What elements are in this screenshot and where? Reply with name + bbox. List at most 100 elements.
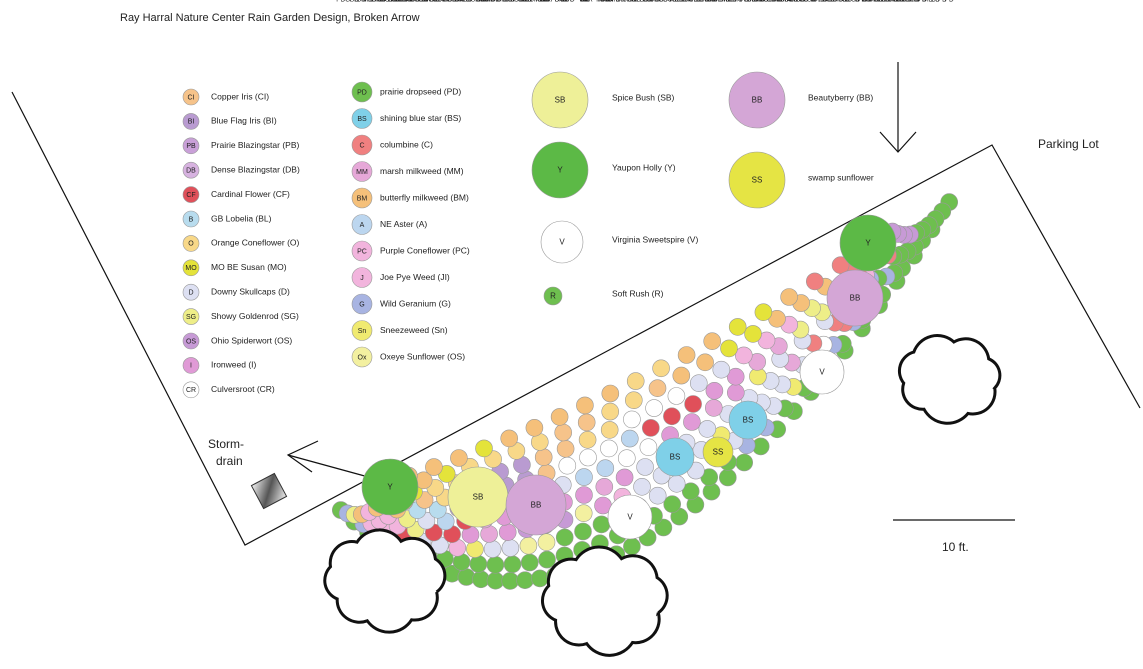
plant-code: V [559,238,565,247]
plant [713,361,730,378]
legend-label: Soft Rush (R) [612,288,664,298]
plant [551,408,568,425]
tree [542,547,667,655]
plant-code: OS [888,0,898,4]
plant-code: BS [670,453,681,462]
plant [706,382,723,399]
plant-code: C [812,0,817,4]
plant-code: O [514,0,519,4]
tree [325,530,445,632]
plant-code: Y [557,166,563,175]
plant-code: V [819,368,825,377]
plant [521,554,538,571]
plant-code: O [633,0,638,4]
legend-label: Orange Coneflower (O) [211,238,300,248]
plant-code: OS [862,0,872,4]
legend-label: Ironweed (I) [211,360,257,370]
plant-code: SG [186,314,196,321]
plant-code: C [855,0,860,4]
legend-label: Sneezeweed (Sn) [380,325,448,335]
plant [621,430,638,447]
plant-code: SB [473,493,484,502]
plant [642,419,659,436]
plant [576,487,593,504]
plant [627,373,644,390]
plant [501,430,518,447]
legend-label: MO BE Susan (MO) [211,262,287,272]
plant [685,396,702,413]
plant [699,420,716,437]
legend-label: Yaupon Holly (Y) [612,162,676,172]
plant-code: BM [429,0,439,4]
plant [593,516,610,533]
plant [653,360,670,377]
plant [555,424,572,441]
legend-label: Wild Geranium (G) [380,298,451,308]
plant-code: C [838,0,843,4]
plant-code: CR [186,387,196,394]
plant-code: BM [772,0,782,4]
legend-label: Downy Skullcaps (D) [211,286,290,296]
plant [557,440,574,457]
plant-code: BM [580,0,590,4]
plant [697,354,714,371]
plant-code: SS [713,448,724,457]
plant [668,475,685,492]
plant-code: BM [784,0,794,4]
plant-code: Y [865,239,871,248]
plant [623,538,640,555]
plant-code: CF [186,192,195,199]
plant [668,388,685,405]
plant-code: Ox [358,354,367,361]
plant [646,400,663,417]
plant [601,421,618,438]
plant-code: BB [752,96,763,105]
plant [616,469,633,486]
legend-label: Blue Flag Iris (BI) [211,116,277,126]
garden-diagram: Ray Harral Nature Center Rain Garden Des… [0,0,1143,669]
plant-code: I [190,363,192,370]
plant [640,439,657,456]
plant-code: BM [605,0,615,4]
legend-label: Copper Iris (CI) [211,91,269,101]
legend-label: Oxeye Sunflower (OS) [380,351,465,361]
plant [578,414,595,431]
plant [600,440,617,457]
plant-code: BI [188,119,195,126]
plant-code: PD [357,89,367,96]
storm-drain-label: Storm- [208,437,244,451]
plant [755,304,772,321]
plant-code: G [359,301,364,308]
plant-code: BB [850,294,861,303]
storm-drain-label: drain [216,454,243,468]
plant [535,449,552,466]
plant [806,273,823,290]
legend-label: columbine (C) [380,139,433,149]
plant [625,392,642,409]
plant [623,411,640,428]
plant-code: C [847,0,852,4]
plant [484,541,501,558]
plant [649,487,666,504]
plant-code: BM [419,0,429,4]
plant [704,333,721,350]
legend-label: prairie dropseed (PD) [380,86,461,96]
plant-code: D [188,290,193,297]
plant [729,318,746,335]
plant-code: BM [454,0,464,4]
plant-code: BS [743,416,754,425]
legend-label: butterfly milkweed (BM) [380,192,469,202]
plant-code: BM [820,0,830,4]
plant-code: O [659,0,664,4]
plant-code: PB [186,143,196,150]
plant [539,551,556,568]
plant-code: BI [519,0,525,4]
plant [502,572,519,589]
legend-label: Cardinal Flower (CF) [211,189,290,199]
plant-code: MO [479,0,489,4]
plant-code: BS [357,116,367,123]
plant [634,478,651,495]
plant [575,523,592,540]
legend-label: Beautyberry (BB) [808,92,873,102]
plant-code: O [188,241,194,248]
